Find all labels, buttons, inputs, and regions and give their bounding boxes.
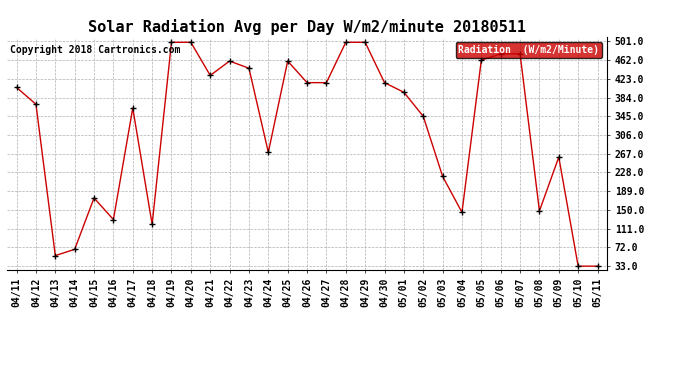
Legend: Radiation  (W/m2/Minute): Radiation (W/m2/Minute) [455, 42, 602, 58]
Title: Solar Radiation Avg per Day W/m2/minute 20180511: Solar Radiation Avg per Day W/m2/minute … [88, 19, 526, 35]
Text: Copyright 2018 Cartronics.com: Copyright 2018 Cartronics.com [10, 45, 180, 54]
